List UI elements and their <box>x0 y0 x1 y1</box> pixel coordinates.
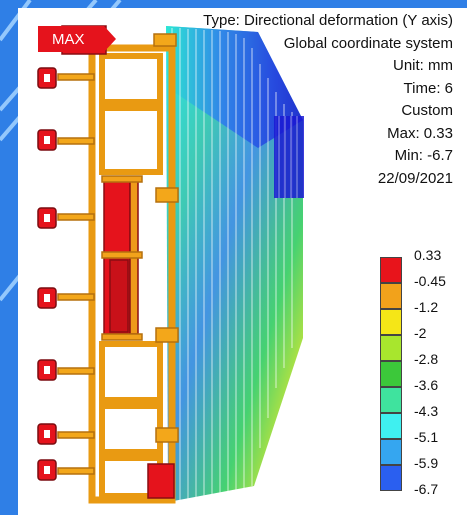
mode-label: Custom <box>401 102 453 119</box>
max-value: Max: 0.33 <box>387 124 453 142</box>
legend-tick: -4.3 <box>414 403 439 419</box>
time-label: Time: 6 <box>403 79 453 97</box>
result-type: Type: Directional deformation (Y axis) <box>203 12 453 29</box>
legend-swatch <box>380 439 402 465</box>
min-value: Min: -6.7 <box>394 147 453 164</box>
legend-swatch <box>380 283 402 309</box>
legend-tick: -3.6 <box>414 377 439 393</box>
legend-tick: -5.9 <box>414 455 439 471</box>
legend-tick: -2.8 <box>414 351 439 367</box>
legend-swatch <box>380 465 402 491</box>
legend-swatch <box>380 387 402 413</box>
legend-tick: -1.2 <box>414 299 439 315</box>
simulation-view: MAX Type: Directional deformation (Y axi… <box>18 8 467 515</box>
legend-tick: 0.33 <box>414 247 442 263</box>
result-info: Type: Directional deformation (Y axis) G… <box>203 10 453 190</box>
legend-swatch <box>380 257 402 283</box>
unit-label: Unit: mm <box>393 57 453 74</box>
legend-tick: -6.7 <box>414 481 439 497</box>
deformation-model <box>37 25 304 504</box>
legend-tick: -2 <box>414 325 427 341</box>
legend-swatch <box>380 309 402 335</box>
legend-tick: -5.1 <box>414 429 439 445</box>
coordinate-system: Global coordinate system <box>283 34 453 52</box>
legend-swatch <box>380 335 402 361</box>
legend-tick: -0.45 <box>414 273 446 289</box>
legend-swatch <box>380 361 402 387</box>
legend-swatch <box>380 413 402 439</box>
max-marker: MAX <box>38 26 116 52</box>
date-label: 22/09/2021 <box>377 169 453 187</box>
